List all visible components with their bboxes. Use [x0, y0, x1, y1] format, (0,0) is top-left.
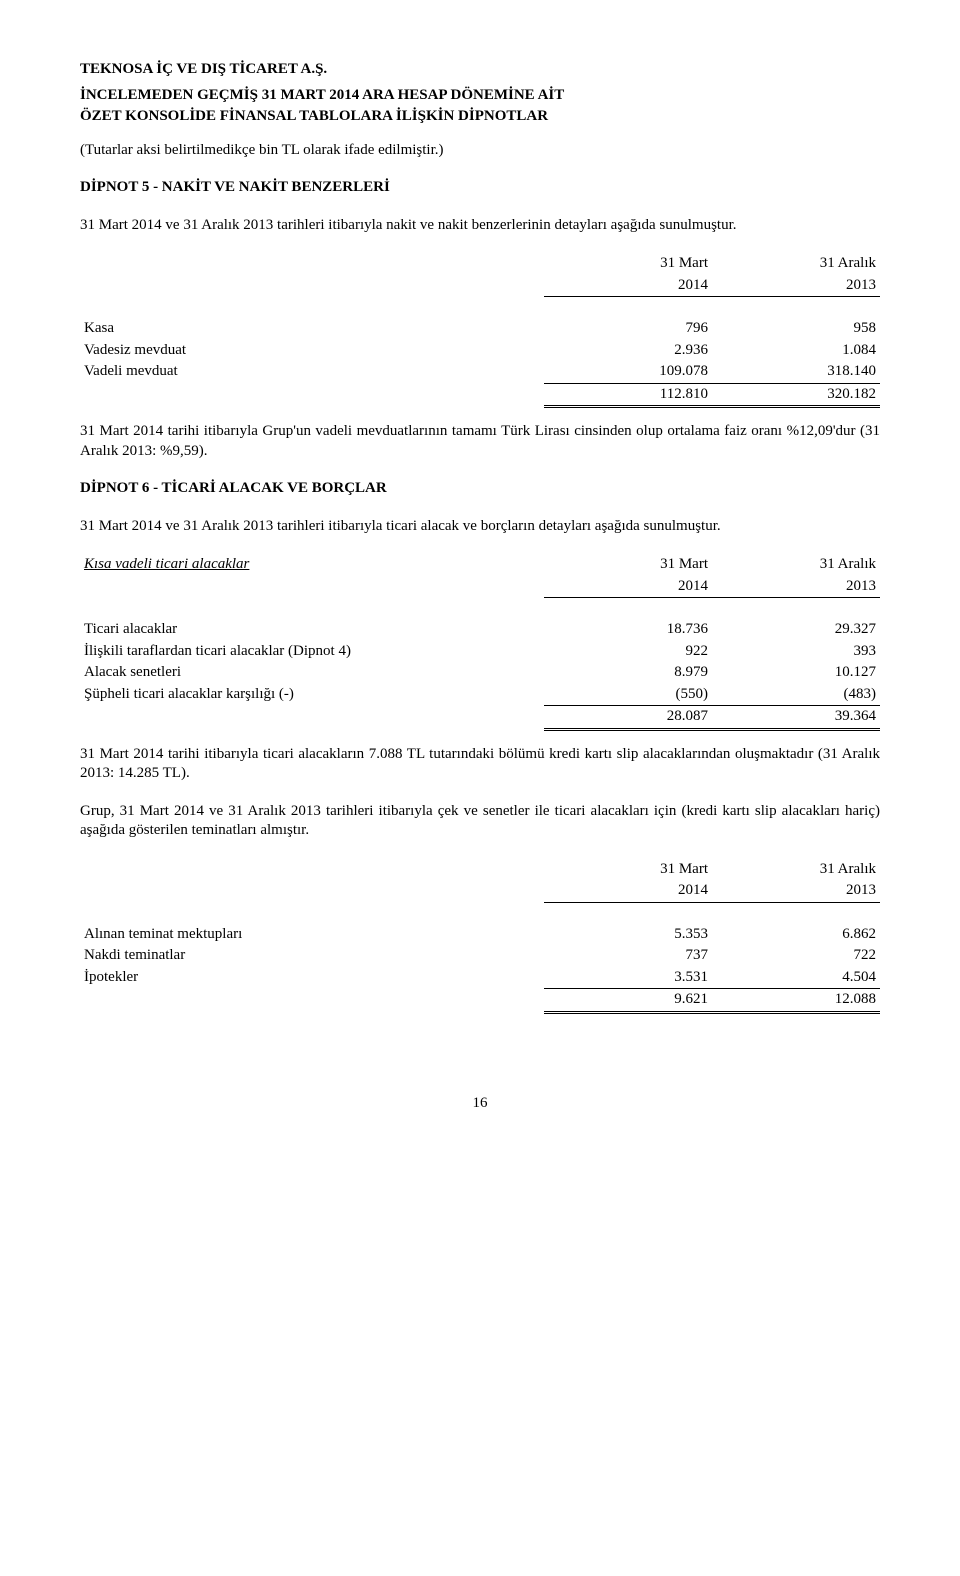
row-val: 393	[712, 641, 880, 663]
table-row: Vadesiz mevduat 2.936 1.084	[80, 340, 880, 362]
row-val: 10.127	[712, 662, 880, 684]
table-row: İlişkili taraflardan ticari alacaklar (D…	[80, 641, 880, 663]
row-total: 39.364	[712, 706, 880, 730]
table-row: Alınan teminat mektupları 5.353 6.862	[80, 924, 880, 946]
row-label: İpotekler	[80, 967, 544, 989]
row-total: 112.810	[544, 383, 712, 407]
note5-footnote: 31 Mart 2014 tarihi itibarıyla Grup'un v…	[80, 422, 880, 461]
row-val: 6.862	[712, 924, 880, 946]
row-label: Nakdi teminatlar	[80, 945, 544, 967]
row-label: Vadesiz mevduat	[80, 340, 544, 362]
note6-t2-col1-bot: 2014	[544, 880, 712, 902]
row-val: 109.078	[544, 361, 712, 383]
row-total: 12.088	[712, 989, 880, 1013]
company-name: TEKNOSA İÇ VE DIŞ TİCARET A.Ş.	[80, 60, 880, 80]
row-label: Alacak senetleri	[80, 662, 544, 684]
note6-t2-col1-top: 31 Mart	[544, 859, 712, 881]
row-total: 28.087	[544, 706, 712, 730]
page-number: 16	[80, 1094, 880, 1114]
row-label: Alınan teminat mektupları	[80, 924, 544, 946]
row-val: 4.504	[712, 967, 880, 989]
row-val: 5.353	[544, 924, 712, 946]
row-val: (483)	[712, 684, 880, 706]
row-val: 722	[712, 945, 880, 967]
note5-col2-top: 31 Aralık	[712, 253, 880, 275]
report-line-1: İNCELEMEDEN GEÇMİŞ 31 MART 2014 ARA HESA…	[80, 86, 880, 106]
table-row: Şüpheli ticari alacaklar karşılığı (-) (…	[80, 684, 880, 706]
note6-title: DİPNOT 6 - TİCARİ ALACAK VE BORÇLAR	[80, 479, 880, 499]
note5-col1-bot: 2014	[544, 275, 712, 297]
note5-intro: 31 Mart 2014 ve 31 Aralık 2013 tarihleri…	[80, 216, 880, 236]
table-total-row: 28.087 39.364	[80, 706, 880, 730]
note6-intro: 31 Mart 2014 ve 31 Aralık 2013 tarihleri…	[80, 517, 880, 537]
row-val: 737	[544, 945, 712, 967]
note5-title: DİPNOT 5 - NAKİT VE NAKİT BENZERLERİ	[80, 178, 880, 198]
row-val: 958	[712, 318, 880, 340]
table-row: Alacak senetleri 8.979 10.127	[80, 662, 880, 684]
row-val: 318.140	[712, 361, 880, 383]
table-total-row: 9.621 12.088	[80, 989, 880, 1013]
row-val: 3.531	[544, 967, 712, 989]
note5-col1-top: 31 Mart	[544, 253, 712, 275]
currency-note: (Tutarlar aksi belirtilmedikçe bin TL ol…	[80, 141, 880, 161]
row-total: 320.182	[712, 383, 880, 407]
row-val: 2.936	[544, 340, 712, 362]
table-row: Vadeli mevduat 109.078 318.140	[80, 361, 880, 383]
note6-col1-bot: 2014	[544, 576, 712, 598]
row-val: 1.084	[712, 340, 880, 362]
row-val: 922	[544, 641, 712, 663]
note5-col2-bot: 2013	[712, 275, 880, 297]
note6-t2-col2-top: 31 Aralık	[712, 859, 880, 881]
note6-subhead: Kısa vadeli ticari alacaklar	[84, 556, 249, 572]
note6-col2-top: 31 Aralık	[712, 554, 880, 576]
row-label: Vadeli mevduat	[80, 361, 544, 383]
page-header: TEKNOSA İÇ VE DIŞ TİCARET A.Ş. İNCELEMED…	[80, 60, 880, 160]
row-val: 18.736	[544, 619, 712, 641]
note6-para1: 31 Mart 2014 tarihi itibarıyla ticari al…	[80, 745, 880, 784]
note6-col1-top: 31 Mart	[544, 554, 712, 576]
table-total-row: 112.810 320.182	[80, 383, 880, 407]
row-label: Şüpheli ticari alacaklar karşılığı (-)	[80, 684, 544, 706]
row-val: (550)	[544, 684, 712, 706]
note5-table: 31 Mart 31 Aralık 2014 2013 Kasa 796 958…	[80, 253, 880, 408]
note6-table2: 31 Mart 31 Aralık 2014 2013 Alınan temin…	[80, 859, 880, 1014]
table-row: Kasa 796 958	[80, 318, 880, 340]
report-line-2: ÖZET KONSOLİDE FİNANSAL TABLOLARA İLİŞKİ…	[80, 107, 880, 127]
table-row: İpotekler 3.531 4.504	[80, 967, 880, 989]
row-label: Kasa	[80, 318, 544, 340]
row-label: İlişkili taraflardan ticari alacaklar (D…	[80, 641, 544, 663]
note6-para2: Grup, 31 Mart 2014 ve 31 Aralık 2013 tar…	[80, 802, 880, 841]
row-val: 8.979	[544, 662, 712, 684]
note6-table: Kısa vadeli ticari alacaklar 31 Mart 31 …	[80, 554, 880, 731]
row-val: 796	[544, 318, 712, 340]
note6-t2-col2-bot: 2013	[712, 880, 880, 902]
row-label: Ticari alacaklar	[80, 619, 544, 641]
row-val: 29.327	[712, 619, 880, 641]
table-row: Ticari alacaklar 18.736 29.327	[80, 619, 880, 641]
table-row: Nakdi teminatlar 737 722	[80, 945, 880, 967]
row-total: 9.621	[544, 989, 712, 1013]
note6-col2-bot: 2013	[712, 576, 880, 598]
